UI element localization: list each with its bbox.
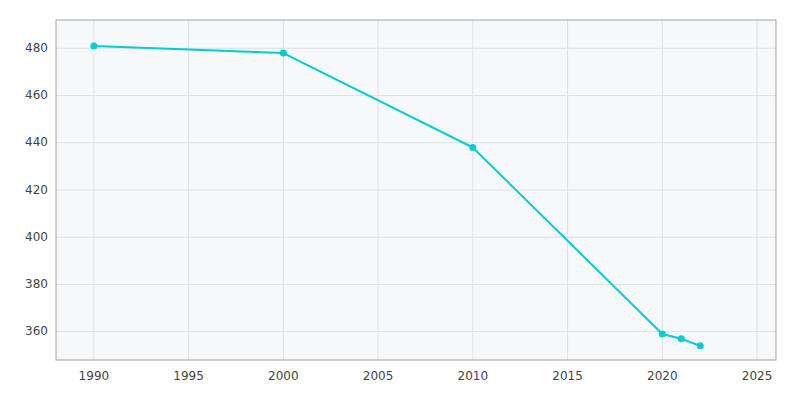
point — [90, 42, 97, 49]
x-grid-line — [567, 20, 568, 360]
point — [659, 331, 666, 338]
y-tick-label: 400 — [25, 230, 48, 244]
y-tick-label: 440 — [25, 135, 48, 149]
x-grid-line — [472, 20, 473, 360]
y-grid-line — [56, 95, 776, 96]
x-tick-label: 2025 — [742, 369, 773, 383]
x-tick-label: 1995 — [173, 369, 204, 383]
x-tick-label: 2000 — [268, 369, 299, 383]
point — [697, 342, 704, 349]
x-tick-label: 2005 — [363, 369, 394, 383]
series — [90, 42, 703, 349]
y-grid-line — [56, 142, 776, 143]
x-tick-label: 2015 — [552, 369, 583, 383]
plot-background — [56, 20, 776, 360]
x-grid-line — [188, 20, 189, 360]
y-tick-label: 480 — [25, 41, 48, 55]
point — [469, 144, 476, 151]
plot-frame — [56, 20, 776, 360]
point — [678, 335, 685, 342]
y-tick-label: 360 — [25, 324, 48, 338]
chart-container: 360 380 400 420 440 460 480 1990 1995 2000 2005 201… — [0, 0, 800, 400]
y-tick-label: 420 — [25, 183, 48, 197]
y-grid-line — [56, 190, 776, 191]
y-grid-line — [56, 331, 776, 332]
x-grid-line — [662, 20, 663, 360]
x-tick-label: 2020 — [647, 369, 678, 383]
y-tick-label: 380 — [25, 277, 48, 291]
x-tick-label: 1990 — [79, 369, 110, 383]
point — [280, 50, 287, 57]
y-grid-line — [56, 237, 776, 238]
line — [94, 46, 700, 346]
grid — [56, 20, 776, 360]
y-grid-line — [56, 284, 776, 285]
tick-labels: 360 380 400 420 440 460 480 1990 1995 2000 2005 201… — [25, 41, 772, 383]
x-grid-line — [93, 20, 94, 360]
x-grid-line — [757, 20, 758, 360]
x-tick-label: 2010 — [458, 369, 489, 383]
x-grid-line — [283, 20, 284, 360]
y-tick-label: 460 — [25, 88, 48, 102]
chart: 360 380 400 420 440 460 480 1990 1995 2000 2005 201… — [0, 0, 800, 400]
x-grid-line — [378, 20, 379, 360]
